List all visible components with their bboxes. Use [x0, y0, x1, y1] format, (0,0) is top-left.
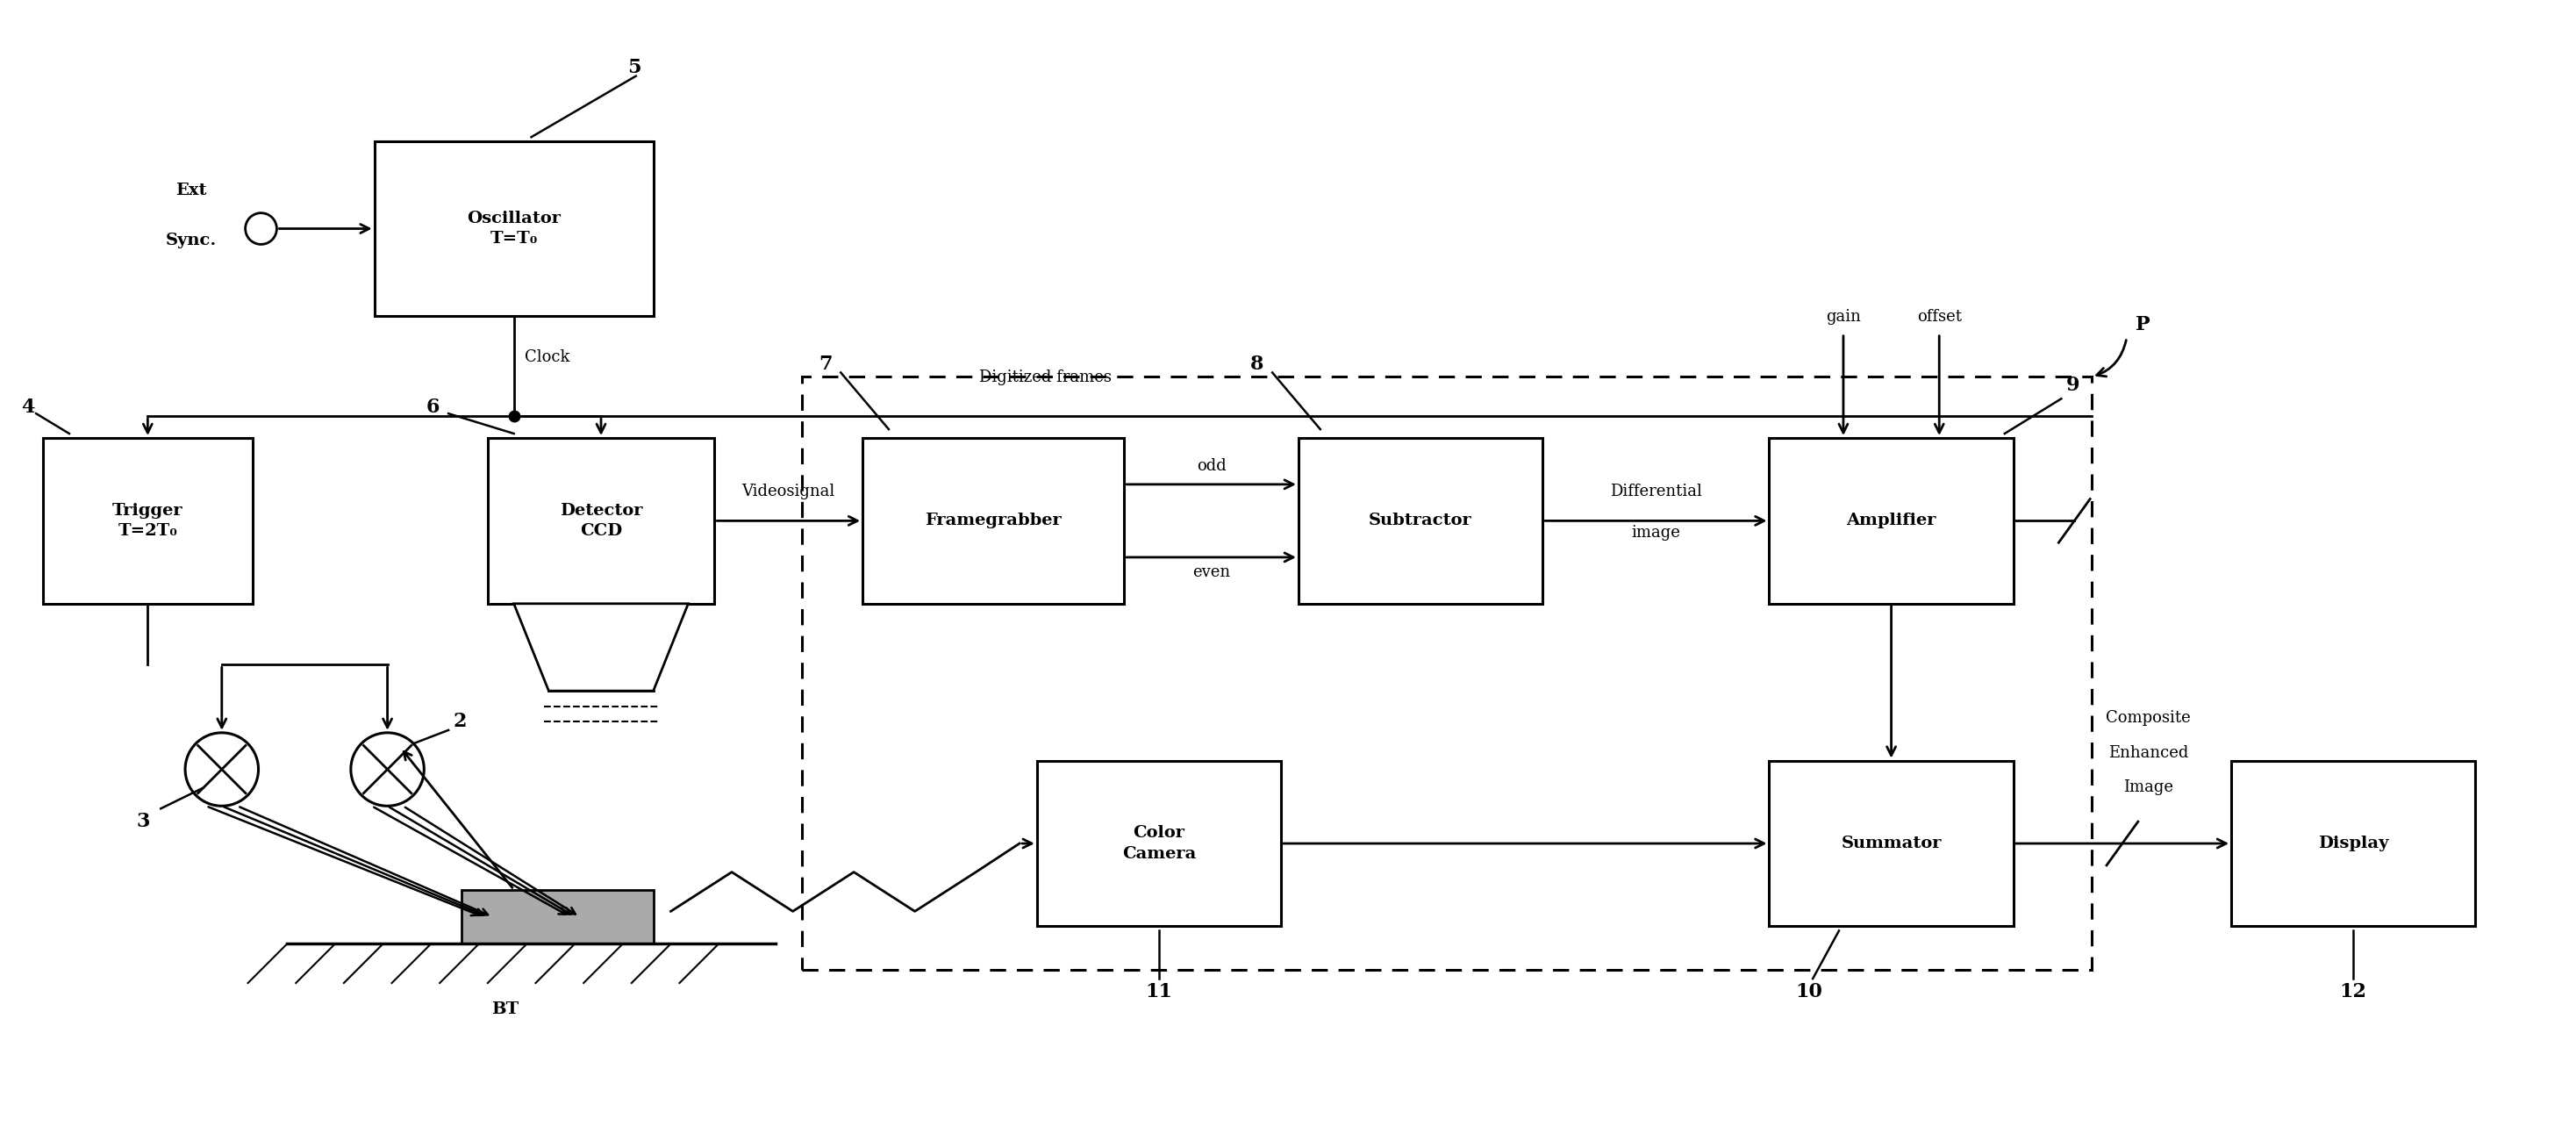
Text: Subtractor: Subtractor [1368, 513, 1471, 529]
Text: Detector
CCD: Detector CCD [559, 503, 641, 540]
Text: Image: Image [2123, 779, 2174, 796]
Text: Color
Camera: Color Camera [1123, 825, 1195, 862]
Text: Oscillator
T=T₀: Oscillator T=T₀ [466, 210, 562, 247]
Bar [2231, 761, 2476, 926]
Text: odd: odd [1195, 458, 1226, 474]
Text: Display: Display [2318, 836, 2388, 852]
Text: Ext: Ext [175, 183, 206, 199]
Text: 6: 6 [425, 397, 440, 417]
Bar [1770, 437, 2014, 604]
Text: even: even [1193, 564, 1231, 580]
Text: Enhanced: Enhanced [2107, 745, 2190, 761]
Text: 2: 2 [453, 712, 466, 731]
Text: Composite: Composite [2107, 709, 2192, 726]
Text: image: image [1631, 525, 1680, 541]
Text: 7: 7 [819, 355, 832, 373]
Text: Differential: Differential [1610, 483, 1703, 499]
Text: 4: 4 [21, 397, 33, 417]
Text: Summator: Summator [1842, 836, 1942, 852]
Text: 10: 10 [1795, 982, 1821, 1001]
Text: BT: BT [492, 1001, 518, 1017]
Text: 11: 11 [1146, 982, 1172, 1001]
Text: 8: 8 [1249, 355, 1265, 373]
Text: gain: gain [1826, 309, 1860, 325]
Bar [863, 437, 1123, 604]
Text: P: P [2136, 315, 2151, 334]
Text: Videosignal: Videosignal [742, 483, 835, 499]
Text: Digitized frames: Digitized frames [979, 370, 1113, 386]
Bar [801, 377, 2092, 970]
Bar [1038, 761, 1280, 926]
Bar [1298, 437, 1543, 604]
Text: Clock: Clock [526, 349, 569, 365]
Bar [1770, 761, 2014, 926]
Bar [487, 437, 714, 604]
Text: Sync.: Sync. [165, 233, 216, 249]
Text: 5: 5 [626, 57, 641, 77]
Text: Framegrabber: Framegrabber [925, 513, 1061, 529]
Text: 12: 12 [2339, 982, 2367, 1001]
Text: 3: 3 [137, 812, 149, 831]
Text: Amplifier: Amplifier [1847, 513, 1937, 529]
Text: Trigger
T=2T₀: Trigger T=2T₀ [113, 503, 183, 540]
Polygon shape [513, 604, 688, 691]
Text: 9: 9 [2066, 377, 2079, 395]
Bar [44, 437, 252, 604]
Bar [461, 890, 654, 944]
Text: offset: offset [1917, 309, 1960, 325]
Bar [374, 141, 654, 316]
